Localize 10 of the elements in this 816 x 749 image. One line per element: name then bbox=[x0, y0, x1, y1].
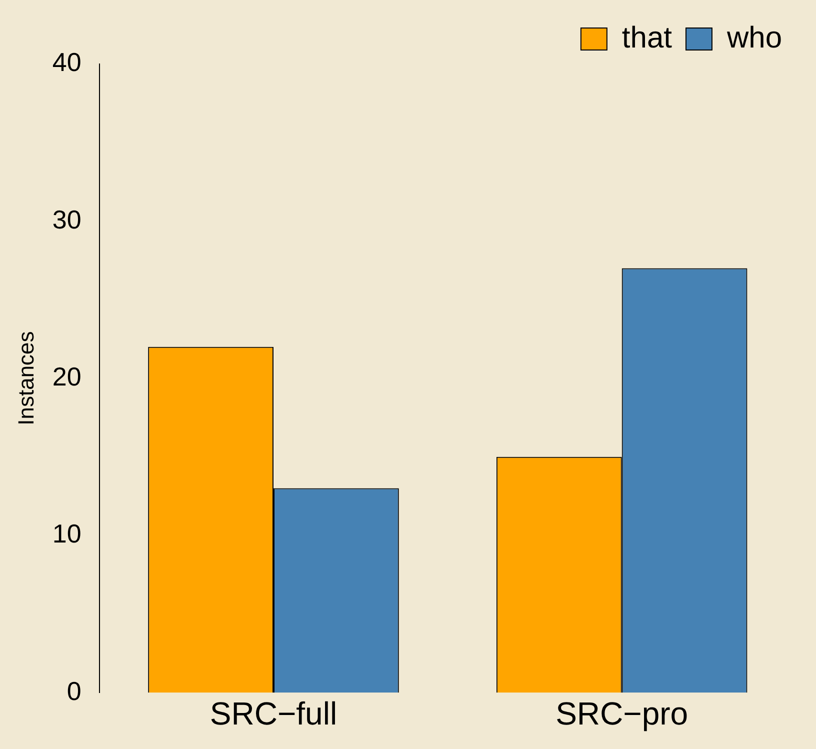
legend-label: that bbox=[622, 21, 673, 54]
y-tick-label: 30 bbox=[52, 204, 82, 234]
y-tick-label: 0 bbox=[66, 676, 82, 706]
legend-label: who bbox=[726, 21, 782, 54]
x-tick-label: SRC−pro bbox=[556, 696, 688, 732]
y-tick-label: 10 bbox=[52, 518, 82, 549]
y-axis-title: Instances bbox=[13, 331, 38, 426]
x-tick-label: SRC−full bbox=[210, 696, 338, 732]
y-tick-label: 40 bbox=[52, 47, 82, 78]
y-tick-label: 20 bbox=[52, 361, 82, 392]
